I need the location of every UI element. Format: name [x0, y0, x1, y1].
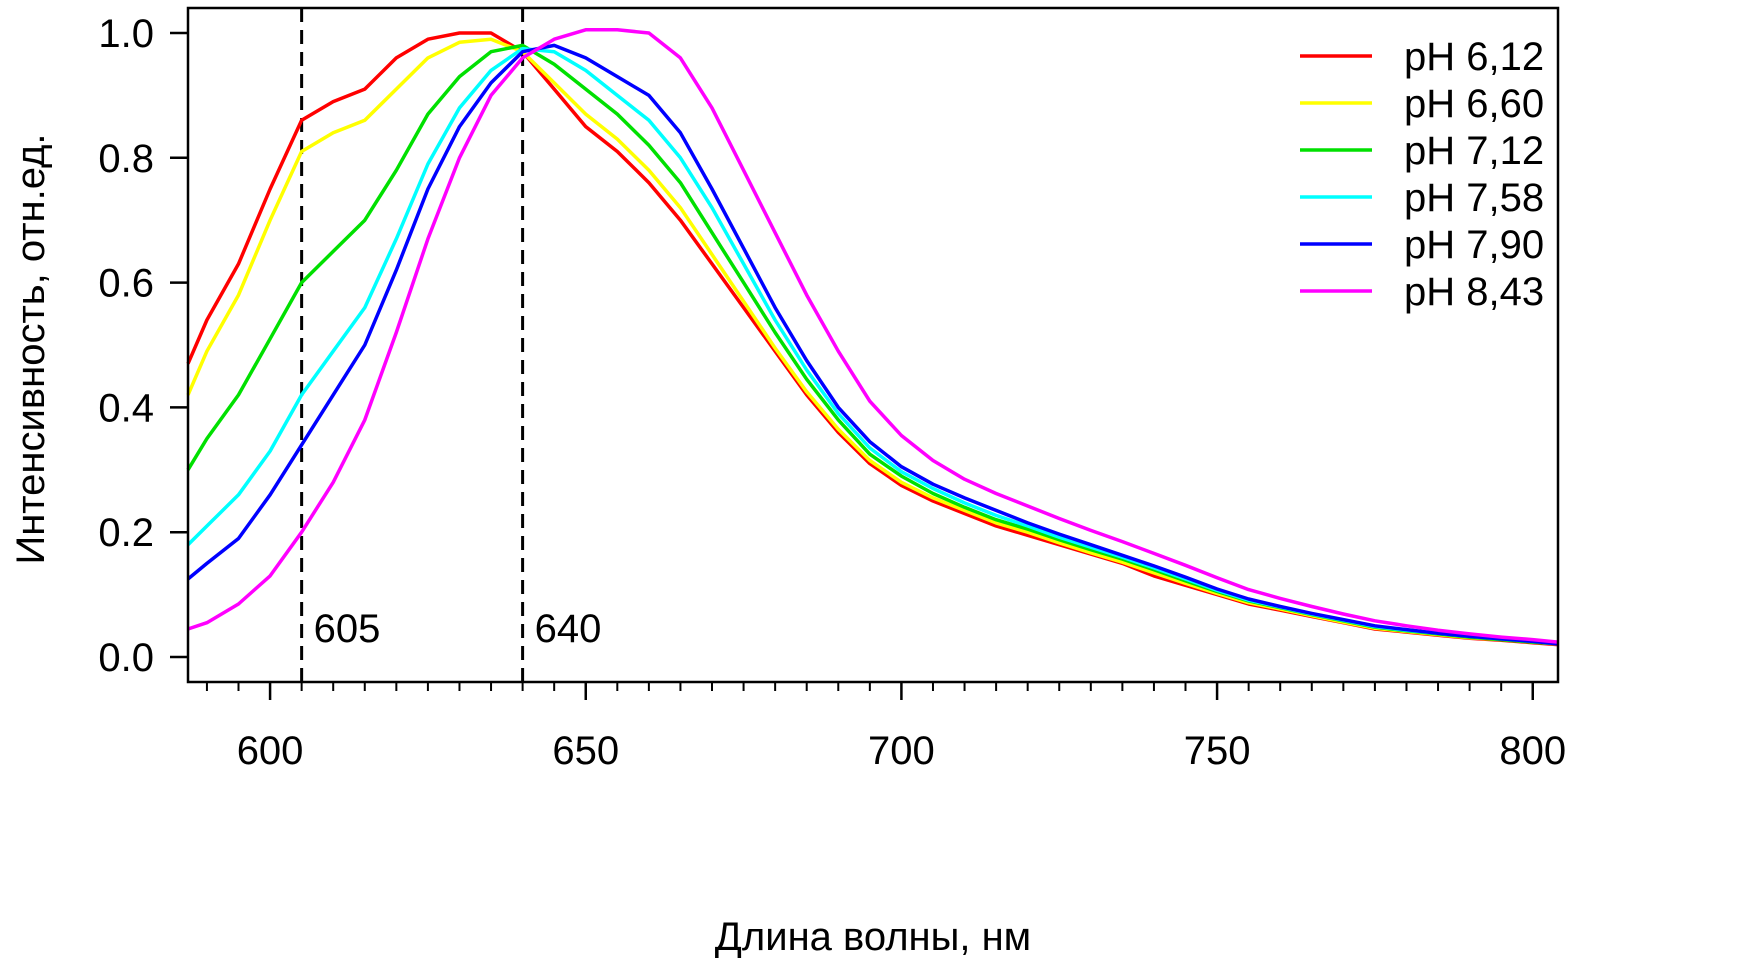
x-axis-title: Длина волны, нм — [715, 915, 1031, 959]
x-tick-label: 650 — [552, 729, 619, 773]
reference-lines: 605 640 — [300, 8, 602, 682]
series-line-4 — [186, 46, 1559, 646]
legend-label: pH 8,43 — [1404, 270, 1544, 314]
y-axis-title: Интенсивность, отн.ед. — [9, 133, 53, 564]
y-tick-label: 0.6 — [98, 262, 154, 306]
x-axis: 600 650 700 750 800 — [205, 682, 1566, 773]
plot-frame — [186, 6, 1560, 684]
reference-line-label: 605 — [314, 607, 381, 651]
x-tick-label: 750 — [1184, 729, 1251, 773]
y-tick-label: 0.2 — [98, 511, 154, 555]
x-tick-label: 700 — [868, 729, 935, 773]
x-tick-label: 600 — [237, 729, 304, 773]
legend-label: pH 7,58 — [1404, 176, 1544, 220]
x-tick-label: 800 — [1499, 729, 1566, 773]
legend-label: pH 7,12 — [1404, 129, 1544, 173]
legend-label: pH 7,90 — [1404, 223, 1544, 267]
y-tick-label: 0.0 — [98, 636, 154, 680]
y-tick-label: 0.8 — [98, 137, 154, 181]
series-line-6 — [187, 28, 1559, 644]
y-axis: 0.0 0.2 0.4 0.6 0.8 1.0 — [98, 12, 188, 680]
y-tick-label: 1.0 — [98, 12, 154, 56]
y-tick-label: 0.4 — [98, 386, 154, 430]
series-lines — [186, 28, 1559, 647]
legend-label: pH 6,12 — [1404, 35, 1544, 79]
reference-line-label: 640 — [535, 607, 602, 651]
legend-label: pH 6,60 — [1404, 82, 1544, 126]
series-line-5 — [186, 43, 1559, 646]
